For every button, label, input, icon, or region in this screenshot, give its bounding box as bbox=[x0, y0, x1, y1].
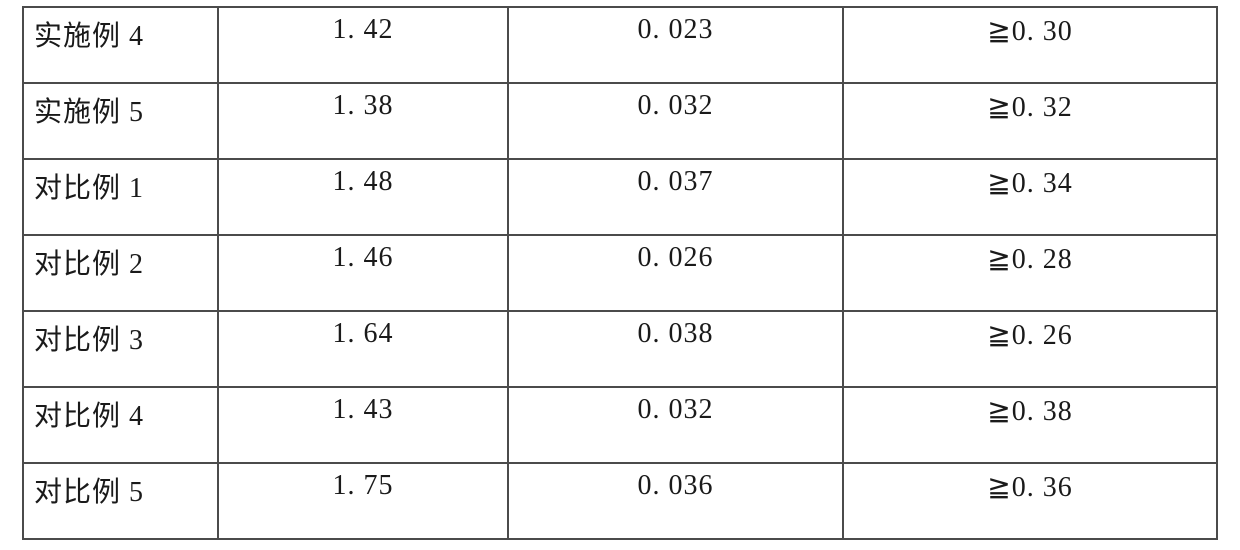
cell-v1: 1. 75 bbox=[218, 463, 508, 539]
cell-label: 实施例 5 bbox=[23, 83, 218, 159]
cell-v3: ≧0. 34 bbox=[843, 159, 1217, 235]
cell-label: 实施例 4 bbox=[23, 7, 218, 83]
cell-v2: 0. 037 bbox=[508, 159, 843, 235]
cell-v3: ≧0. 36 bbox=[843, 463, 1217, 539]
table-row: 实施例 51. 380. 032≧0. 32 bbox=[23, 83, 1217, 159]
cell-label: 对比例 3 bbox=[23, 311, 218, 387]
cell-label: 对比例 4 bbox=[23, 387, 218, 463]
cell-v1: 1. 43 bbox=[218, 387, 508, 463]
cell-v3: ≧0. 26 bbox=[843, 311, 1217, 387]
table-row: 对比例 51. 750. 036≧0. 36 bbox=[23, 463, 1217, 539]
table-row: 实施例 41. 420. 023≧0. 30 bbox=[23, 7, 1217, 83]
cell-v2: 0. 038 bbox=[508, 311, 843, 387]
cell-v2: 0. 023 bbox=[508, 7, 843, 83]
cell-label: 对比例 2 bbox=[23, 235, 218, 311]
cell-v2: 0. 032 bbox=[508, 387, 843, 463]
cell-v3: ≧0. 32 bbox=[843, 83, 1217, 159]
cell-v3: ≧0. 30 bbox=[843, 7, 1217, 83]
table-row: 对比例 11. 480. 037≧0. 34 bbox=[23, 159, 1217, 235]
cell-label: 对比例 1 bbox=[23, 159, 218, 235]
cell-v1: 1. 38 bbox=[218, 83, 508, 159]
cell-v1: 1. 64 bbox=[218, 311, 508, 387]
cell-v3: ≧0. 28 bbox=[843, 235, 1217, 311]
cell-v2: 0. 036 bbox=[508, 463, 843, 539]
cell-v3: ≧0. 38 bbox=[843, 387, 1217, 463]
table-row: 对比例 21. 460. 026≧0. 28 bbox=[23, 235, 1217, 311]
cell-v1: 1. 46 bbox=[218, 235, 508, 311]
table-container: 实施例 41. 420. 023≧0. 30实施例 51. 380. 032≧0… bbox=[0, 0, 1240, 550]
cell-v1: 1. 48 bbox=[218, 159, 508, 235]
cell-v2: 0. 026 bbox=[508, 235, 843, 311]
cell-label: 对比例 5 bbox=[23, 463, 218, 539]
table-row: 对比例 31. 640. 038≧0. 26 bbox=[23, 311, 1217, 387]
table-row: 对比例 41. 430. 032≧0. 38 bbox=[23, 387, 1217, 463]
data-table: 实施例 41. 420. 023≧0. 30实施例 51. 380. 032≧0… bbox=[22, 6, 1218, 540]
cell-v1: 1. 42 bbox=[218, 7, 508, 83]
cell-v2: 0. 032 bbox=[508, 83, 843, 159]
